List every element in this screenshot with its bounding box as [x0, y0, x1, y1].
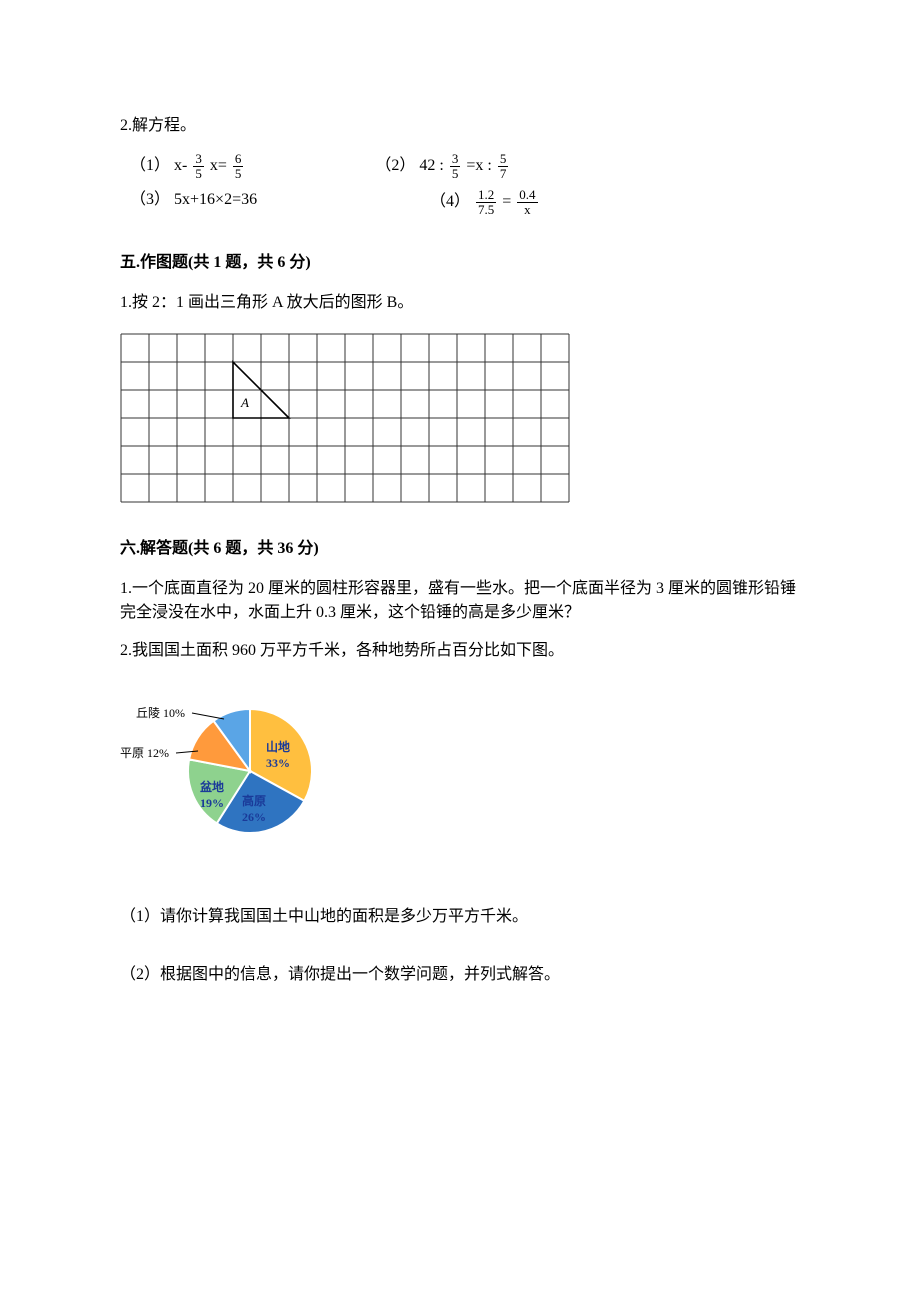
- section-5-heading: 五.作图题(共 1 题，共 6 分): [120, 251, 800, 275]
- eq-text: =x :: [466, 157, 495, 174]
- eq-1: （1） x- 3 5 x= 6 5: [130, 152, 245, 180]
- eq-text: 5x+16×2=36: [174, 191, 257, 208]
- numerator: 1.2: [476, 188, 496, 203]
- svg-text:高原: 高原: [242, 793, 266, 808]
- numerator: 3: [193, 152, 204, 167]
- page: 2.解方程。 （1） x- 3 5 x= 6 5 （2） 42 : 3 5 =x…: [0, 0, 920, 1101]
- numerator: 3: [450, 152, 461, 167]
- denominator: 5: [193, 167, 204, 181]
- fraction: 3 5: [450, 152, 461, 180]
- denominator: 7: [498, 167, 509, 181]
- eq-text: x-: [174, 157, 191, 174]
- q2-title: 2.解方程。: [120, 114, 800, 138]
- eq-4: （4） 1.2 7.5 = 0.4 x: [430, 188, 540, 216]
- svg-text:盆地: 盆地: [199, 779, 224, 794]
- land-pie-chart: 山地 33% 高原 26% 盆地 19% 平原 12% 丘陵 10%: [120, 681, 360, 871]
- eq-2: （2） 42 : 3 5 =x : 5 7: [375, 152, 510, 180]
- sec6-sub1: （1）请你计算我国国土中山地的面积是多少万平方千米。: [120, 905, 800, 929]
- fraction: 3 5: [193, 152, 204, 180]
- sec6-q2-intro: 2.我国国土面积 960 万平方千米，各种地势所占百分比如下图。: [120, 639, 800, 663]
- denominator: 5: [233, 167, 244, 181]
- fraction: 0.4 x: [517, 188, 537, 216]
- eq-label: （1）: [130, 157, 170, 174]
- eq-label: （2）: [375, 157, 415, 174]
- svg-text:平原 12%: 平原 12%: [120, 746, 169, 760]
- section-6-heading: 六.解答题(共 6 题，共 36 分): [120, 537, 800, 561]
- eq-label: （4）: [430, 193, 470, 210]
- svg-text:山地: 山地: [266, 739, 290, 754]
- numerator: 0.4: [517, 188, 537, 203]
- numerator: 5: [498, 152, 509, 167]
- svg-text:丘陵 10%: 丘陵 10%: [136, 706, 185, 720]
- pie-chart-block: 山地 33% 高原 26% 盆地 19% 平原 12% 丘陵 10%: [120, 681, 800, 871]
- eq-text: x=: [210, 157, 231, 174]
- fraction: 6 5: [233, 152, 244, 180]
- denominator: 7.5: [476, 203, 496, 217]
- svg-text:19%: 19%: [200, 796, 224, 810]
- triangle-grid: A: [120, 333, 570, 503]
- eq-label: （3）: [130, 191, 170, 208]
- eq-row-1: （1） x- 3 5 x= 6 5 （2） 42 : 3 5 =x : 5 7: [130, 152, 800, 180]
- sec6-sub2: （2）根据图中的信息，请你提出一个数学问题，并列式解答。: [120, 963, 800, 987]
- numerator: 6: [233, 152, 244, 167]
- svg-text:33%: 33%: [266, 756, 290, 770]
- eq-text: =: [502, 193, 515, 210]
- sec5-q1: 1.按 2：1 画出三角形 A 放大后的图形 B。: [120, 291, 800, 315]
- svg-text:26%: 26%: [242, 810, 266, 824]
- fraction: 5 7: [498, 152, 509, 180]
- fraction: 1.2 7.5: [476, 188, 496, 216]
- denominator: 5: [450, 167, 461, 181]
- sec6-q1: 1.一个底面直径为 20 厘米的圆柱形容器里，盛有一些水。把一个底面半径为 3 …: [120, 577, 800, 625]
- eq-row-2: （3） 5x+16×2=36 （4） 1.2 7.5 = 0.4 x: [130, 188, 800, 216]
- eq-text: 42 :: [419, 157, 447, 174]
- denominator: x: [517, 203, 537, 217]
- svg-text:A: A: [240, 394, 249, 409]
- eq-3: （3） 5x+16×2=36: [130, 188, 300, 216]
